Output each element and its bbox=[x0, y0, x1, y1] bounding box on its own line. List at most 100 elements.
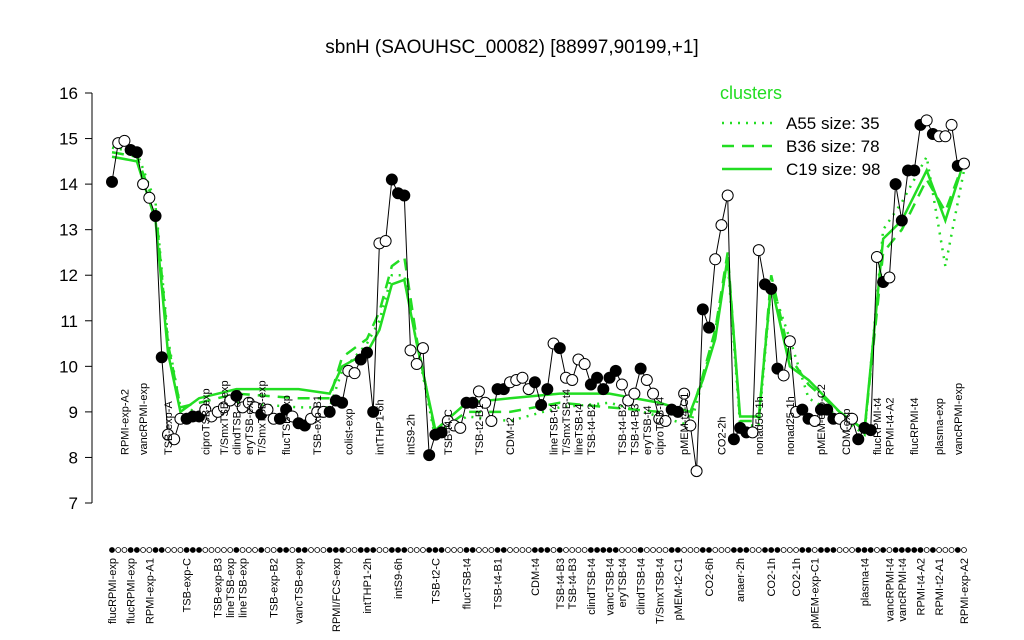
x-label-bottom: flucRPMI-exp bbox=[107, 558, 119, 624]
x-label-bottom: CDM-t4 bbox=[530, 558, 542, 596]
x-label-bottom: CO2-1h bbox=[766, 558, 778, 597]
rug-dot bbox=[239, 547, 246, 553]
data-point bbox=[883, 271, 896, 284]
data-point bbox=[591, 371, 604, 384]
x-label-top: flucRPMI-t4 bbox=[909, 398, 921, 455]
data-point bbox=[939, 130, 952, 143]
data-point bbox=[454, 421, 467, 434]
x-label-top: intS9-2h bbox=[406, 414, 418, 455]
rug-dot bbox=[961, 547, 967, 553]
rug-dot bbox=[861, 547, 868, 553]
rug-dot bbox=[127, 547, 134, 553]
rug-dot bbox=[675, 547, 681, 553]
rug-dot bbox=[339, 547, 346, 553]
y-tick-label: 16 bbox=[59, 84, 78, 103]
data-point bbox=[130, 146, 143, 159]
rug-dot bbox=[793, 547, 799, 553]
x-label-top: nonad50-1h bbox=[754, 396, 766, 455]
data-point bbox=[659, 415, 672, 427]
rug-dot bbox=[612, 547, 619, 553]
rug-dot bbox=[687, 547, 694, 553]
rug-dot bbox=[469, 547, 476, 553]
data-point bbox=[578, 358, 591, 371]
rug-dot bbox=[880, 547, 887, 553]
rug-dot bbox=[177, 547, 184, 553]
cluster-line bbox=[111, 155, 966, 433]
x-label-top: TSB-t4-B2 bbox=[617, 404, 629, 455]
data-point bbox=[777, 369, 790, 382]
data-point bbox=[908, 164, 921, 177]
y-tick-label: 12 bbox=[59, 266, 78, 285]
rug-dot bbox=[836, 547, 843, 553]
y-tick-label: 11 bbox=[60, 312, 78, 331]
rug-dot bbox=[245, 547, 252, 553]
x-label-top: RPMI-exp-A2 bbox=[119, 389, 131, 455]
rug-dot bbox=[948, 547, 955, 553]
x-label-bottom: clindTSB-t4 bbox=[586, 558, 598, 615]
x-label-top: CO2-2h bbox=[716, 416, 728, 455]
legend-label: C19 size: 98 bbox=[786, 160, 881, 179]
data-point bbox=[155, 351, 168, 364]
rug-dot bbox=[805, 547, 812, 553]
rug-dot bbox=[749, 547, 756, 553]
rug-dot bbox=[818, 547, 824, 553]
rug-dot bbox=[357, 547, 364, 553]
rug-dot bbox=[121, 547, 128, 553]
data-point bbox=[485, 415, 498, 427]
data-point bbox=[852, 433, 865, 446]
x-label-bottom: RPMI-exp-A1 bbox=[144, 558, 156, 624]
rug-dot bbox=[954, 547, 961, 553]
rug-dot bbox=[258, 547, 265, 553]
data-point bbox=[808, 415, 821, 427]
data-point bbox=[149, 210, 162, 222]
rug-dot bbox=[444, 547, 451, 553]
rug-dot bbox=[743, 547, 750, 553]
data-point bbox=[889, 178, 902, 191]
rug-dot bbox=[264, 547, 271, 553]
rug-dot bbox=[886, 547, 893, 553]
data-point bbox=[385, 173, 398, 186]
x-label-top: TSB-t2-B1 bbox=[474, 404, 486, 455]
x-label-bottom: lineTSB-exp bbox=[225, 558, 237, 618]
x-label-bottom: TSB-t4-B3 bbox=[555, 558, 567, 609]
x-label-bottom: intTHP1-2h bbox=[362, 558, 374, 614]
x-label-top: CDM-exp bbox=[841, 409, 853, 455]
x-label-top: clindTSB-exp bbox=[231, 390, 243, 455]
rug-dot bbox=[930, 547, 936, 553]
x-label-top: TSB-t4-C bbox=[443, 409, 455, 455]
data-point bbox=[945, 118, 958, 131]
rug-dot bbox=[681, 547, 688, 553]
rug-dot bbox=[482, 547, 489, 553]
rug-dot bbox=[326, 547, 333, 553]
rug-dot bbox=[133, 547, 140, 553]
data-point bbox=[137, 178, 150, 191]
data-point bbox=[609, 364, 622, 377]
data-point bbox=[870, 251, 883, 263]
data-point bbox=[783, 335, 796, 348]
data-point bbox=[615, 378, 628, 391]
x-label-top: lineTSB-t4 bbox=[573, 404, 585, 455]
chart-title: sbnH (SAOUHSC_00082) [88997,90199,+1] bbox=[325, 37, 698, 58]
rug-dot bbox=[146, 547, 153, 553]
rug-dot bbox=[382, 547, 389, 553]
data-point bbox=[690, 465, 703, 478]
data-point bbox=[553, 342, 566, 355]
rug-dot bbox=[718, 547, 725, 553]
data-point bbox=[647, 387, 660, 400]
rug-dot bbox=[214, 547, 221, 553]
data-point bbox=[528, 376, 541, 389]
data-point bbox=[516, 371, 529, 384]
x-label-bottom: TSB-t4-B3 bbox=[567, 558, 579, 609]
rug-dot bbox=[762, 547, 768, 553]
rug-dot bbox=[799, 547, 806, 553]
rug-dot bbox=[811, 547, 818, 553]
rug-dot bbox=[388, 547, 395, 553]
data-point bbox=[273, 412, 286, 425]
x-label-bottom: RPMI-t2-A1 bbox=[934, 558, 946, 615]
x-label-top: eryTSB-t4 bbox=[642, 405, 654, 455]
data-point bbox=[727, 433, 740, 446]
data-point bbox=[684, 419, 697, 432]
rug-dot bbox=[538, 547, 545, 553]
